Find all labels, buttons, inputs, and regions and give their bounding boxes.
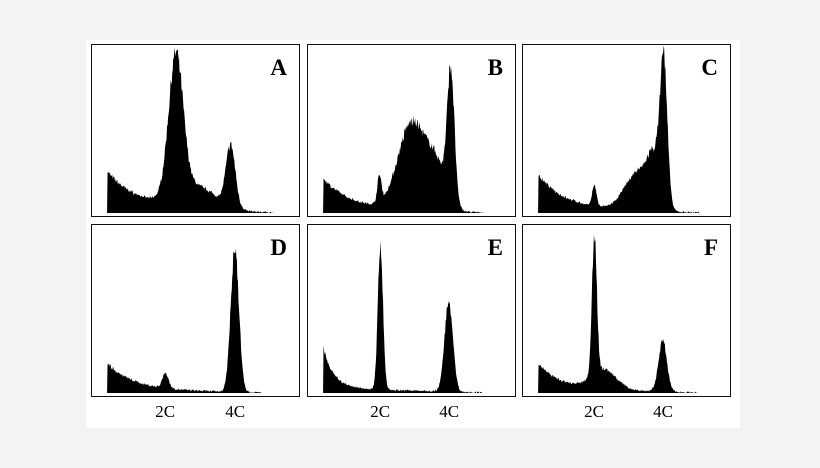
x-tick-label: 4C [653, 402, 673, 421]
x-tick-label: 2C [370, 402, 391, 421]
histogram-panel-b: B [307, 44, 516, 217]
histogram-area-c [537, 45, 720, 214]
histogram-area-f [537, 234, 720, 394]
histogram-panel-a: A [91, 44, 300, 217]
histogram-area-a [106, 47, 289, 214]
panel-label: C [701, 55, 718, 80]
x-tick-label: 4C [439, 402, 460, 421]
histogram-panel-e: E [307, 224, 516, 397]
panel-label: B [487, 55, 503, 80]
histogram-panel-f: F [522, 224, 731, 397]
panel-label: D [270, 235, 287, 260]
histogram-area-e [322, 240, 505, 394]
histogram-area-b [322, 64, 505, 214]
histogram-area-d [106, 248, 289, 394]
x-tick-label: 2C [155, 402, 176, 421]
panel-label: A [270, 55, 287, 80]
histogram-panel-c: C [522, 44, 731, 217]
histogram-panel-d: D [91, 224, 300, 397]
panel-label: E [487, 235, 503, 260]
panel-label: F [703, 235, 718, 260]
figure: A B C D 2C 4C E 2C 4C F 2C 4C [86, 40, 740, 428]
x-tick-label: 4C [225, 402, 246, 421]
x-tick-label: 2C [584, 402, 605, 421]
